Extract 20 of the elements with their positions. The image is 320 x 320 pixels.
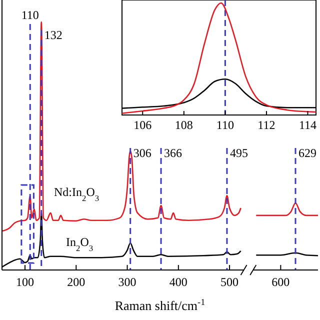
x-tick-label: 500: [220, 275, 239, 289]
series-label: Nd:In$_{2}$O$_{3}$: [54, 185, 100, 202]
ref-line-label: 495: [230, 146, 248, 160]
ref-line-label: 629: [298, 146, 316, 160]
x-tick-label: 110: [216, 118, 234, 132]
x-tick-label: 300: [118, 275, 136, 289]
x-tick-label: 112: [258, 118, 276, 132]
x-tick-label: 600: [272, 275, 290, 289]
ref-line-label: 110: [21, 8, 39, 22]
x-tick-label: 400: [169, 275, 188, 289]
x-tick-label: 106: [134, 118, 152, 132]
x-tick-label: 100: [16, 275, 34, 289]
ref-line-label: 132: [44, 28, 62, 42]
ref-line-label: 366: [164, 146, 182, 160]
x-tick-label: 108: [174, 118, 193, 132]
x-axis-title: Raman shift/cm$^{-1}$: [114, 297, 206, 313]
x-tick-label: 114: [298, 118, 317, 132]
x-tick-label: 200: [67, 275, 86, 289]
ref-line-label: 306: [133, 146, 152, 160]
series-label: In$_{2}$O$_{3}$: [66, 235, 94, 252]
